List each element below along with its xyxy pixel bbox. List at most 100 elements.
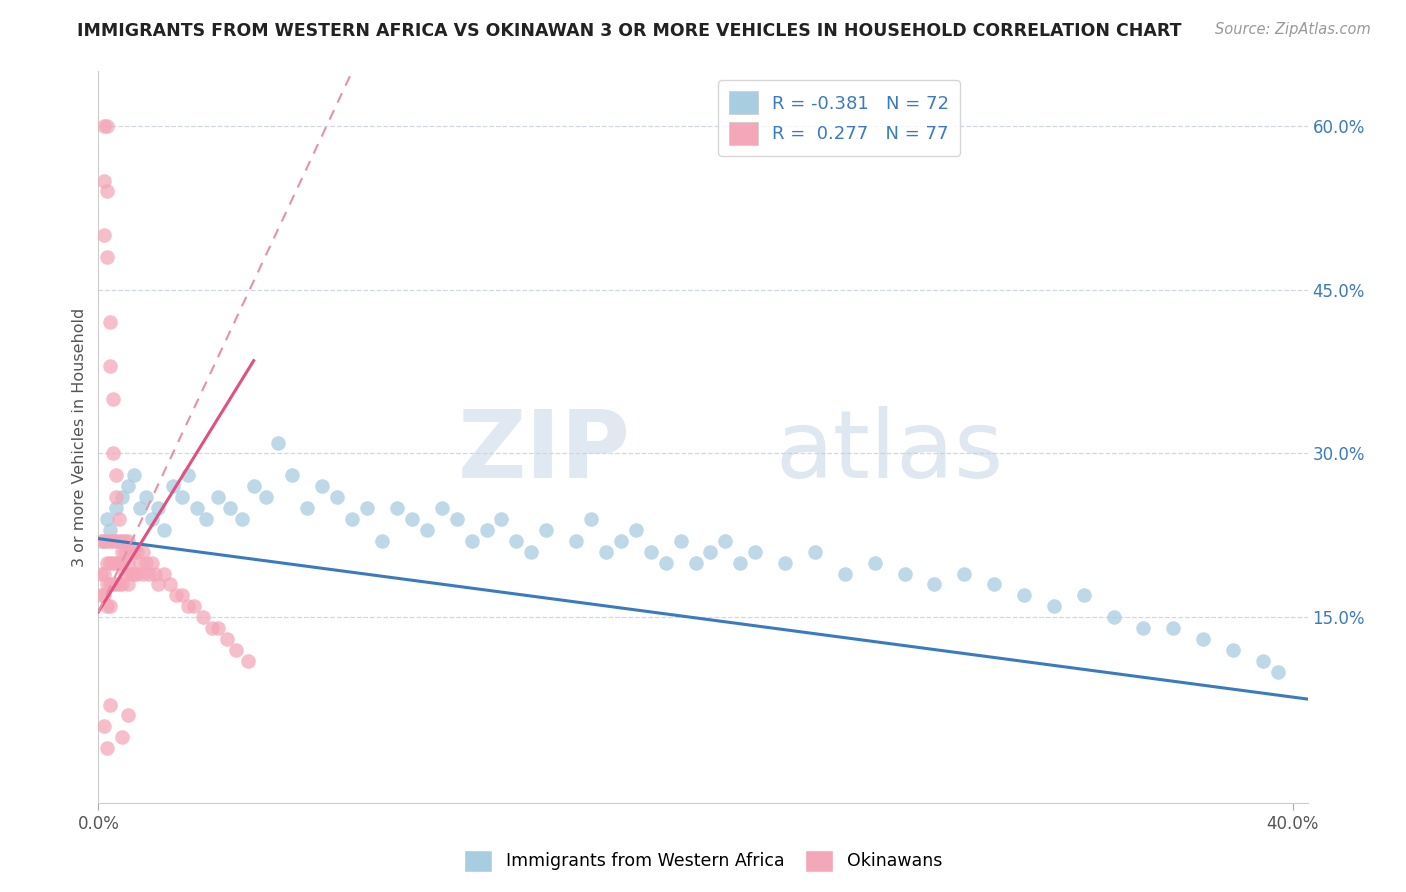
Point (924, 577, 946, 591)
Point (624, 523, 647, 537)
Point (96, 533, 118, 548)
Point (132, 545, 155, 559)
Point (96, 577, 118, 591)
Point (111, 731, 134, 745)
Point (103, 533, 125, 548)
Point (98, 556, 121, 570)
Text: atlas: atlas (776, 406, 1004, 498)
Point (281, 468, 304, 483)
Point (103, 392, 125, 406)
Point (103, 577, 125, 591)
Text: Source: ZipAtlas.com: Source: ZipAtlas.com (1215, 22, 1371, 37)
Point (153, 566, 176, 581)
Point (90, 533, 112, 548)
Point (744, 545, 766, 559)
Y-axis label: 3 or more Vehicles in Household: 3 or more Vehicles in Household (72, 308, 87, 566)
Point (218, 501, 240, 516)
Point (146, 577, 169, 591)
Point (654, 556, 676, 570)
Point (129, 501, 152, 516)
Point (111, 545, 134, 559)
Point (93, 228, 115, 243)
Point (132, 566, 155, 581)
Point (401, 512, 423, 526)
Point (146, 501, 169, 516)
Point (186, 501, 208, 516)
Point (207, 621, 229, 635)
Point (127, 545, 149, 559)
Point (96, 185, 118, 199)
Point (103, 446, 125, 460)
Point (117, 577, 139, 591)
Point (231, 512, 253, 526)
Point (129, 556, 152, 570)
Point (159, 577, 181, 591)
Point (105, 501, 128, 516)
Point (105, 577, 128, 591)
Point (153, 523, 176, 537)
Point (183, 599, 205, 614)
Point (90, 566, 112, 581)
Point (117, 708, 139, 723)
Point (297, 501, 319, 516)
Point (1132, 621, 1154, 635)
Point (356, 501, 378, 516)
Point (699, 545, 721, 559)
Point (111, 556, 134, 570)
Point (108, 512, 131, 526)
Point (135, 556, 157, 570)
Point (105, 533, 128, 548)
Point (114, 566, 136, 581)
Point (340, 512, 363, 526)
Point (138, 566, 160, 581)
Point (93, 533, 115, 548)
Point (108, 577, 131, 591)
Point (111, 490, 134, 504)
Point (96, 512, 118, 526)
Point (669, 533, 692, 548)
Point (685, 556, 707, 570)
Point (111, 533, 134, 548)
Point (105, 490, 128, 504)
Point (536, 523, 558, 537)
Point (117, 556, 139, 570)
Point (1161, 621, 1184, 635)
Point (834, 566, 856, 581)
Point (117, 533, 139, 548)
Point (385, 501, 408, 516)
Point (1267, 665, 1289, 679)
Point (93, 533, 115, 548)
Point (579, 512, 602, 526)
Point (108, 533, 131, 548)
Point (215, 632, 238, 646)
Legend: Immigrants from Western Africa, Okinawans: Immigrants from Western Africa, Okinawan… (457, 843, 949, 879)
Point (98, 577, 121, 591)
Point (475, 523, 498, 537)
Point (1251, 654, 1274, 668)
Point (98, 698, 121, 712)
Point (98, 315, 121, 329)
Point (714, 533, 737, 548)
Point (1222, 643, 1244, 657)
Point (162, 479, 184, 493)
Point (170, 490, 193, 504)
Point (201, 621, 224, 635)
Point (93, 566, 115, 581)
Point (266, 435, 288, 450)
Point (491, 512, 513, 526)
Point (236, 654, 259, 668)
Point (1012, 588, 1035, 602)
Point (207, 490, 229, 504)
Point (122, 566, 145, 581)
Point (105, 468, 128, 483)
Point (122, 545, 145, 559)
Point (98, 599, 121, 614)
Point (1073, 588, 1095, 602)
Point (170, 588, 193, 602)
Point (93, 119, 115, 133)
Point (565, 533, 588, 548)
Point (610, 533, 633, 548)
Point (143, 566, 166, 581)
Point (141, 512, 163, 526)
Point (953, 566, 976, 581)
